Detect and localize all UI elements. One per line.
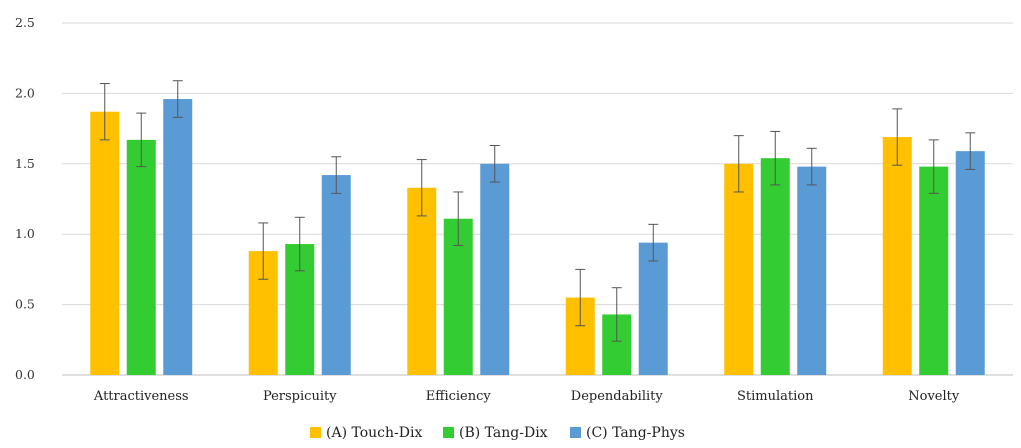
y-tick-label: 2.5: [15, 15, 35, 30]
legend-swatch: [570, 427, 581, 438]
y-tick-label: 1.5: [15, 156, 35, 171]
bar-attractiveness-series-1: [90, 111, 120, 375]
x-category-label: Efficiency: [426, 389, 492, 404]
error-bars: [99, 80, 976, 342]
x-category-label: Novelty: [908, 389, 960, 404]
legend-swatch: [443, 427, 454, 438]
x-axis-category-labels: Attractiveness Perspicuity Efficiency Depen…: [93, 389, 960, 404]
legend-label: (B) Tang-Dix: [459, 425, 548, 441]
bar-novelty-series-2: [919, 166, 949, 375]
x-category-label: Stimulation: [737, 389, 814, 404]
y-tick-label: 1.0: [15, 226, 35, 241]
y-tick-label: 0.5: [15, 297, 35, 312]
x-category-label: Attractiveness: [93, 389, 189, 404]
gridlines: [62, 22, 1013, 376]
bar-novelty-series-3: [955, 151, 985, 375]
bar-novelty-series-1: [882, 137, 912, 375]
bar-stimulation-series-2: [760, 158, 790, 375]
y-tick-label: 0.0: [15, 367, 35, 382]
bar-attractiveness-series-2: [126, 139, 156, 375]
bar-efficiency-series-3: [480, 163, 510, 375]
bar-stimulation-series-3: [797, 166, 827, 375]
legend-label: (A) Touch-Dix: [326, 425, 422, 441]
legend: (A) Touch-Dix (B) Tang-Dix (C) Tang-Phys: [310, 425, 685, 441]
bars: [90, 99, 985, 376]
legend-label: (C) Tang-Phys: [586, 425, 685, 441]
bar-stimulation-series-1: [724, 163, 754, 375]
bar-attractiveness-series-3: [163, 99, 193, 376]
bar-perspicuity-series-3: [321, 175, 351, 375]
y-axis-tick-labels: 0.0 0.5 1.0 1.5 2.0 2.5: [15, 15, 35, 382]
x-category-label: Perspicuity: [263, 389, 337, 404]
bar-efficiency-series-1: [407, 187, 437, 375]
bar-dependability-series-3: [638, 242, 668, 375]
y-tick-label: 2.0: [15, 85, 35, 100]
legend-swatch: [310, 427, 321, 438]
x-category-label: Dependability: [571, 389, 664, 404]
